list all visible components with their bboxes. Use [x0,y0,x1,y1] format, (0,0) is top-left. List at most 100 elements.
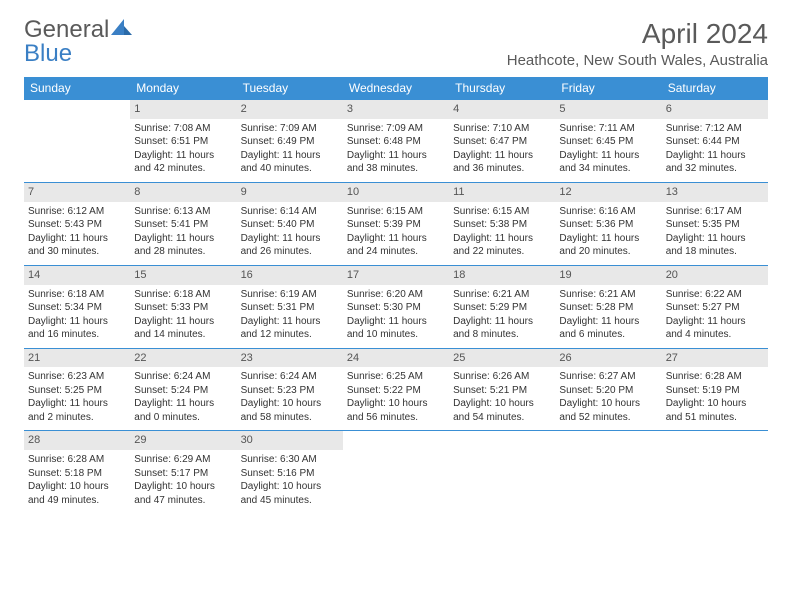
calendar-day-cell: 21Sunrise: 6:23 AMSunset: 5:25 PMDayligh… [24,348,130,431]
daylight-text: Daylight: 11 hours [453,315,551,329]
title-block: April 2024 Heathcote, New South Wales, A… [507,18,768,69]
calendar-day-cell: 25Sunrise: 6:26 AMSunset: 5:21 PMDayligh… [449,348,555,431]
daylight-text: Daylight: 11 hours [453,232,551,246]
weekday-header: Monday [130,77,236,100]
calendar-day-cell: 11Sunrise: 6:15 AMSunset: 5:38 PMDayligh… [449,182,555,265]
sunrise-text: Sunrise: 7:11 AM [559,122,657,136]
daylight-text: and 32 minutes. [666,162,764,176]
sunset-text: Sunset: 5:36 PM [559,218,657,232]
daylight-text: Daylight: 10 hours [28,480,126,494]
daylight-text: Daylight: 10 hours [347,397,445,411]
daylight-text: and 30 minutes. [28,245,126,259]
daylight-text: Daylight: 11 hours [666,232,764,246]
daylight-text: and 40 minutes. [241,162,339,176]
sunrise-text: Sunrise: 6:29 AM [134,453,232,467]
calendar-day-cell: 20Sunrise: 6:22 AMSunset: 5:27 PMDayligh… [662,265,768,348]
sunrise-text: Sunrise: 6:20 AM [347,288,445,302]
calendar-day-cell: 26Sunrise: 6:27 AMSunset: 5:20 PMDayligh… [555,348,661,431]
sunrise-text: Sunrise: 6:16 AM [559,205,657,219]
calendar-day-cell: 28Sunrise: 6:28 AMSunset: 5:18 PMDayligh… [24,431,130,513]
calendar-week-row: 28Sunrise: 6:28 AMSunset: 5:18 PMDayligh… [24,431,768,513]
sunrise-text: Sunrise: 6:24 AM [241,370,339,384]
day-number: 5 [555,100,661,119]
sunrise-text: Sunrise: 6:18 AM [28,288,126,302]
month-title: April 2024 [507,18,768,50]
daylight-text: Daylight: 11 hours [241,149,339,163]
day-number: 17 [343,266,449,285]
day-number: 14 [24,266,130,285]
calendar-table: SundayMondayTuesdayWednesdayThursdayFrid… [24,77,768,513]
day-number: 8 [130,183,236,202]
day-number: 16 [237,266,343,285]
sunrise-text: Sunrise: 6:23 AM [28,370,126,384]
calendar-day-cell: 14Sunrise: 6:18 AMSunset: 5:34 PMDayligh… [24,265,130,348]
calendar-day-cell: 5 Sunrise: 7:11 AMSunset: 6:45 PMDaylight… [555,100,661,183]
sunset-text: Sunset: 6:45 PM [559,135,657,149]
daylight-text: Daylight: 11 hours [347,149,445,163]
daylight-text: and 26 minutes. [241,245,339,259]
weekday-header: Tuesday [237,77,343,100]
daylight-text: and 45 minutes. [241,494,339,508]
calendar-day-cell [555,431,661,513]
sunrise-text: Sunrise: 6:15 AM [347,205,445,219]
daylight-text: Daylight: 11 hours [28,232,126,246]
day-number: 7 [24,183,130,202]
day-number: 3 [343,100,449,119]
daylight-text: Daylight: 10 hours [134,480,232,494]
day-number: 11 [449,183,555,202]
day-number: 18 [449,266,555,285]
day-number: 27 [662,349,768,368]
sunset-text: Sunset: 5:28 PM [559,301,657,315]
sunset-text: Sunset: 5:16 PM [241,467,339,481]
daylight-text: and 24 minutes. [347,245,445,259]
calendar-day-cell: 23Sunrise: 6:24 AMSunset: 5:23 PMDayligh… [237,348,343,431]
sunset-text: Sunset: 6:47 PM [453,135,551,149]
daylight-text: and 16 minutes. [28,328,126,342]
day-number: 19 [555,266,661,285]
sunrise-text: Sunrise: 7:08 AM [134,122,232,136]
weekday-header: Sunday [24,77,130,100]
day-number: 29 [130,431,236,450]
calendar-day-cell: 6Sunrise: 7:12 AMSunset: 6:44 PMDaylight… [662,100,768,183]
calendar-day-cell: 22Sunrise: 6:24 AMSunset: 5:24 PMDayligh… [130,348,236,431]
daylight-text: Daylight: 11 hours [559,315,657,329]
daylight-text: Daylight: 11 hours [666,149,764,163]
daylight-text: Daylight: 11 hours [347,315,445,329]
sunset-text: Sunset: 5:34 PM [28,301,126,315]
daylight-text: and 47 minutes. [134,494,232,508]
sunset-text: Sunset: 5:40 PM [241,218,339,232]
calendar-day-cell [449,431,555,513]
calendar-day-cell: 3Sunrise: 7:09 AMSunset: 6:48 PMDaylight… [343,100,449,183]
sunrise-text: Sunrise: 6:28 AM [28,453,126,467]
sunrise-text: Sunrise: 7:10 AM [453,122,551,136]
calendar-day-cell: 9Sunrise: 6:14 AMSunset: 5:40 PMDaylight… [237,182,343,265]
sunset-text: Sunset: 6:48 PM [347,135,445,149]
day-number: 25 [449,349,555,368]
daylight-text: Daylight: 10 hours [241,480,339,494]
sunset-text: Sunset: 5:24 PM [134,384,232,398]
sunset-text: Sunset: 5:33 PM [134,301,232,315]
day-number: 23 [237,349,343,368]
calendar-day-cell: 30Sunrise: 6:30 AMSunset: 5:16 PMDayligh… [237,431,343,513]
daylight-text: Daylight: 11 hours [347,232,445,246]
daylight-text: and 22 minutes. [453,245,551,259]
daylight-text: Daylight: 11 hours [453,149,551,163]
calendar-week-row: 14 Sunrise: 6:18 AMSunset: 5:34 PM Dayligh… [24,265,768,348]
daylight-text: Daylight: 10 hours [559,397,657,411]
calendar-day-cell [24,100,130,183]
sunrise-text: Sunrise: 6:15 AM [453,205,551,219]
day-number: 2 [237,100,343,119]
calendar-day-cell: 4Sunrise: 7:10 AMSunset: 6:47 PMDaylight… [449,100,555,183]
sunset-text: Sunset: 5:25 PM [28,384,126,398]
daylight-text: and 14 minutes. [134,328,232,342]
daylight-text: Daylight: 11 hours [134,232,232,246]
daylight-text: and 52 minutes. [559,411,657,425]
sunset-text: Sunset: 5:39 PM [347,218,445,232]
logo-text-general: General [24,16,109,43]
day-number: 13 [662,183,768,202]
sunset-text: Sunset: 5:41 PM [134,218,232,232]
daylight-text: Daylight: 11 hours [559,149,657,163]
sunset-text: Sunset: 5:31 PM [241,301,339,315]
calendar-day-cell: 19Sunrise: 6:21 AMSunset: 5:28 PMDayligh… [555,265,661,348]
daylight-text: Daylight: 10 hours [453,397,551,411]
